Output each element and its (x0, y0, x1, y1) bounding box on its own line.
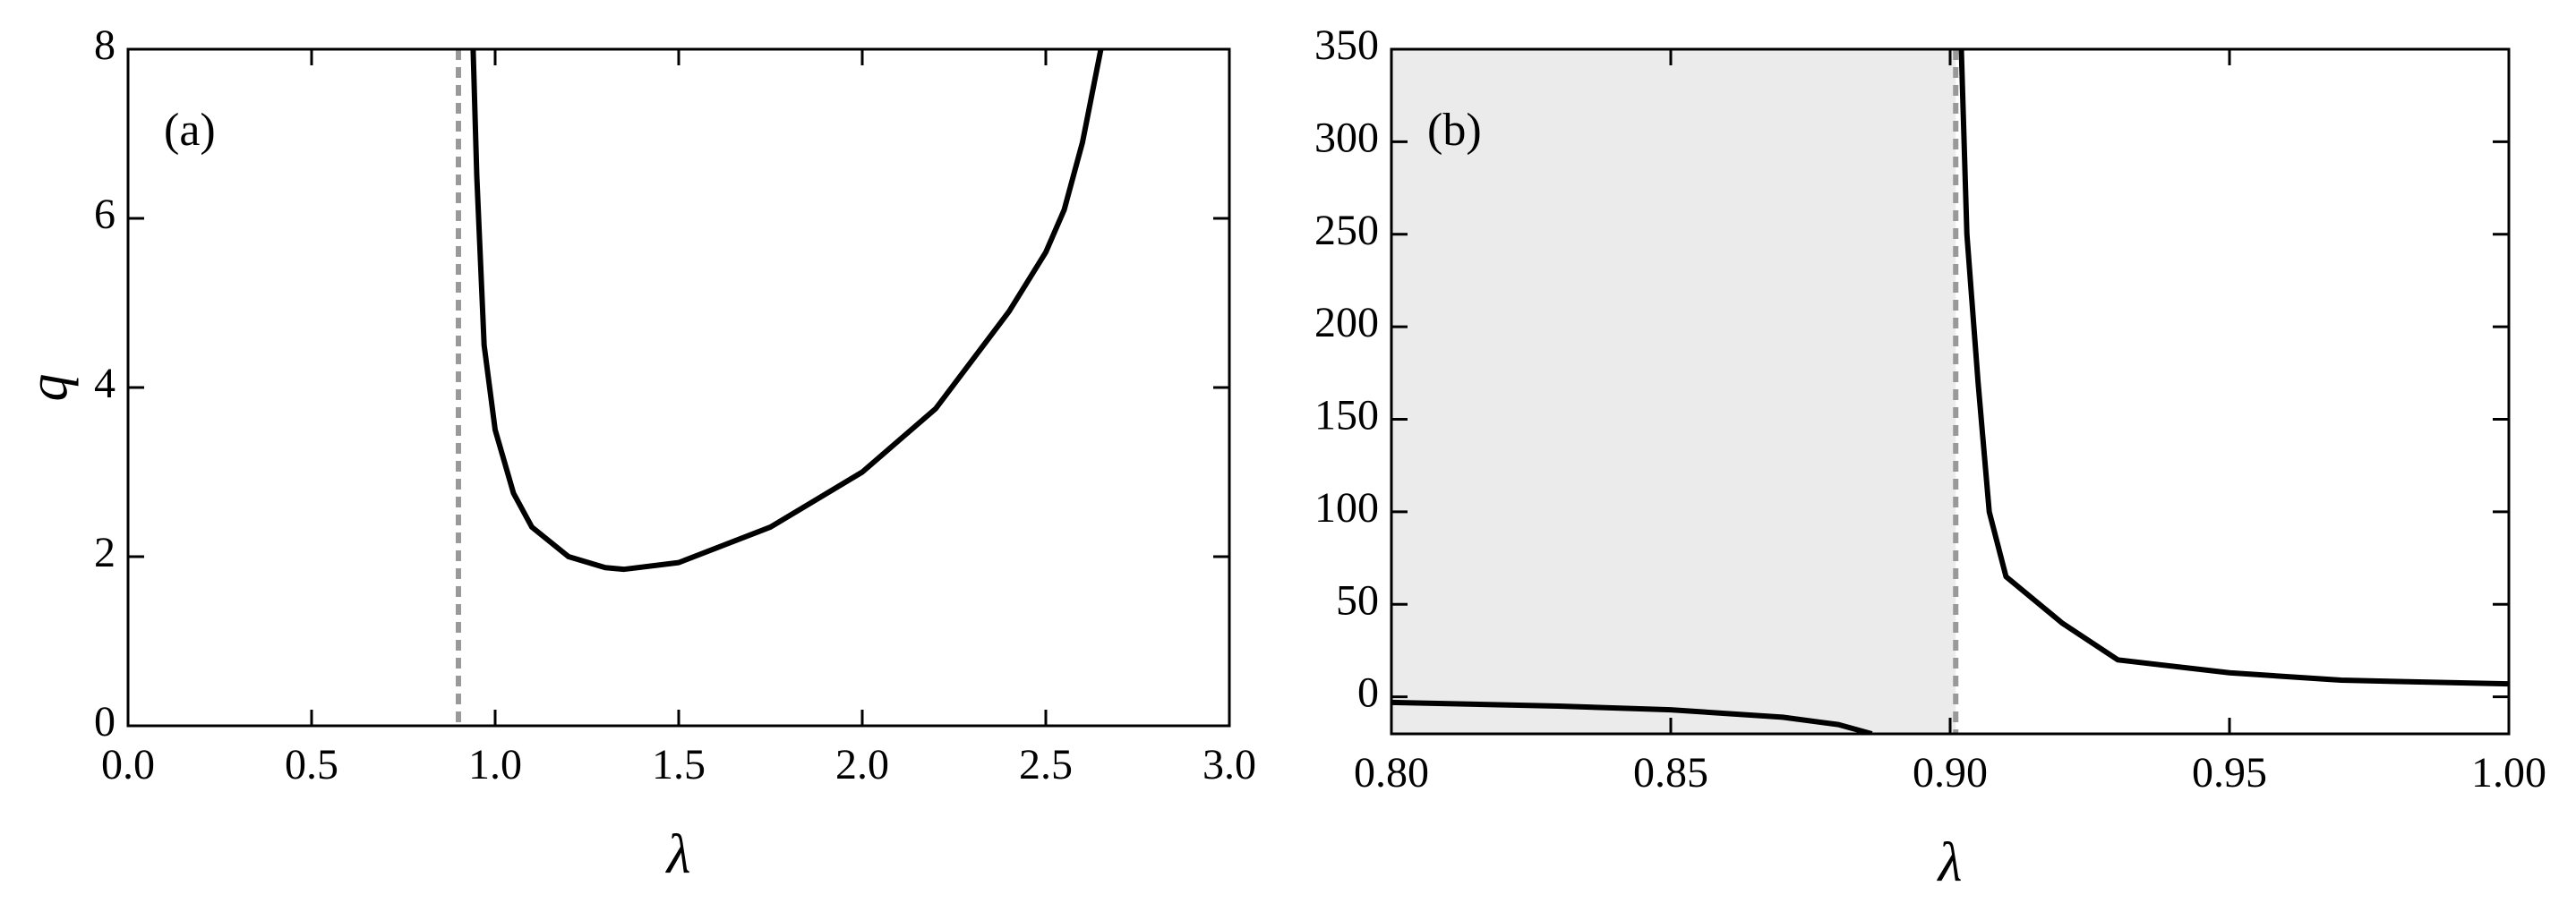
x-tick-label: 2.5 (1019, 741, 1073, 788)
y-tick-label: 200 (1314, 299, 1379, 346)
y-tick-label: 50 (1336, 576, 1379, 624)
y-tick-label: 4 (94, 360, 116, 407)
x-axis-title: λ (665, 824, 691, 885)
x-tick-label: 0.5 (285, 741, 338, 788)
y-tick-label: 6 (94, 191, 116, 238)
plot-frame (126, 47, 1231, 728)
x-tick-label: 1.5 (652, 741, 706, 788)
curve (1391, 49, 2509, 734)
y-tick-label: 0 (1357, 669, 1379, 717)
annotation: (a) (164, 105, 216, 156)
x-tick-label: 0.80 (1354, 749, 1429, 796)
x-tick-label: 0.0 (101, 741, 155, 788)
y-axis-title: q (18, 374, 79, 402)
y-tick-label: 0 (94, 698, 116, 745)
x-tick-label: 3.0 (1202, 741, 1256, 788)
x-tick-label: 1.00 (2471, 749, 2546, 796)
y-tick-label: 300 (1314, 114, 1379, 161)
annotation: (b) (1427, 105, 1482, 156)
y-tick-label: 350 (1314, 21, 1379, 69)
shaded-region (1391, 49, 1956, 734)
y-tick-label: 150 (1314, 392, 1379, 439)
y-tick-label: 100 (1314, 484, 1379, 532)
y-tick-label: 250 (1314, 207, 1379, 254)
x-tick-label: 0.85 (1633, 749, 1708, 796)
x-tick-label: 0.90 (1913, 749, 1988, 796)
plot-area (456, 49, 1104, 726)
x-tick-label: 2.0 (835, 741, 889, 788)
x-tick-label: 0.95 (2192, 749, 2267, 796)
plot-area (1391, 49, 2509, 734)
curve (470, 49, 1104, 573)
y-tick-label: 2 (94, 529, 116, 576)
y-tick-label: 8 (94, 21, 116, 69)
x-tick-label: 1.0 (468, 741, 522, 788)
x-axis-title: λ (1937, 832, 1963, 893)
